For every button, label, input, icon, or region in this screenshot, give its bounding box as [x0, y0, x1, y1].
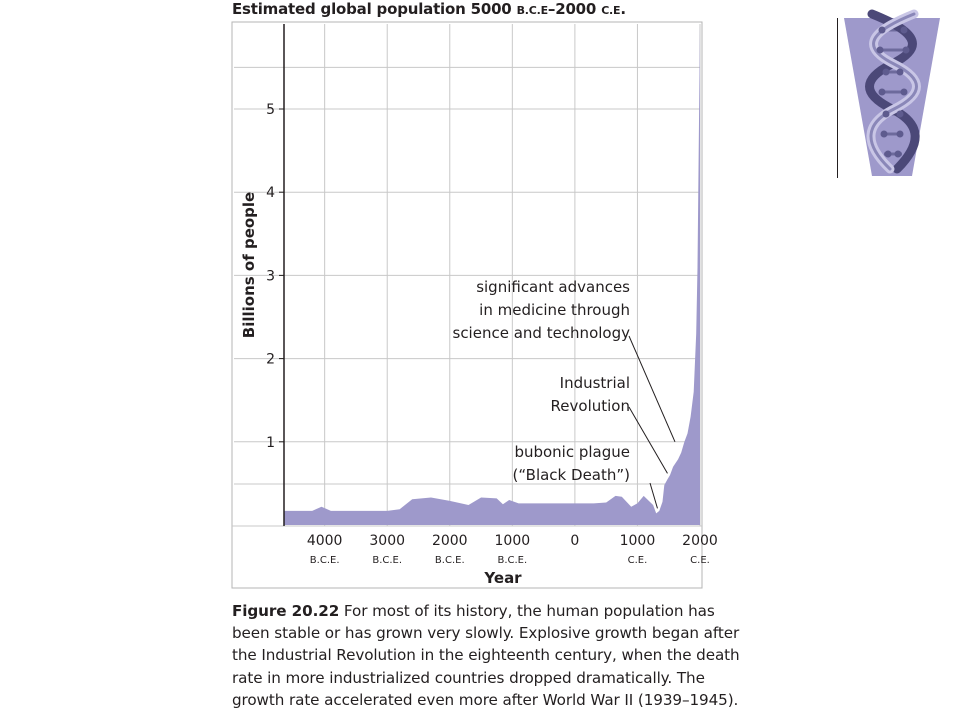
- x-tick-era-label: B.C.E.: [372, 555, 402, 566]
- x-tick-label: 1000: [620, 533, 656, 549]
- x-tick-era-label: C.E.: [690, 555, 710, 566]
- figure-caption: Figure 20.22 For most of its history, th…: [232, 600, 792, 711]
- chart-title: Estimated global population 5000 B.C.E–2…: [232, 0, 626, 18]
- x-tick-era-label: B.C.E.: [310, 555, 340, 566]
- annotation-text: (“Black Death”): [513, 466, 631, 484]
- annotation-text: in medicine through: [479, 301, 630, 319]
- annotation-leader-line: [628, 406, 668, 474]
- caption-line-3: the Industrial Revolution in the eightee…: [232, 646, 740, 665]
- x-tick-era-label: B.C.E.: [497, 555, 527, 566]
- x-axis-label: Year: [483, 569, 522, 587]
- x-tick-label: 4000: [307, 533, 343, 549]
- annotations: significant advances in medicine through s…: [453, 278, 676, 509]
- annotation-text: Industrial: [560, 374, 630, 392]
- x-tick-era-label: C.E.: [628, 555, 648, 566]
- y-axis-ticks: 1 2 3 4 5: [266, 102, 284, 451]
- annotation-leader-line: [628, 335, 676, 442]
- caption-label: Figure 20.22: [232, 602, 340, 620]
- annotation-leader-line: [649, 482, 658, 509]
- logo-divider: [837, 18, 838, 178]
- x-tick-label: 2000: [432, 533, 468, 549]
- annotation-text: science and technology: [453, 324, 631, 342]
- dna-double-helix-icon: [844, 9, 940, 176]
- annotation-text: significant advances: [476, 278, 630, 296]
- y-tick-label: 4: [266, 185, 275, 201]
- y-tick-label: 5: [266, 102, 275, 118]
- x-tick-era-label: B.C.E.: [435, 555, 465, 566]
- x-tick-label: 2000: [682, 533, 718, 549]
- grid-lines: [232, 24, 702, 527]
- x-tick-label: 0: [570, 533, 579, 549]
- caption-line-5: growth rate accelerated even more after …: [232, 690, 739, 709]
- x-tick-label: 1000: [495, 533, 531, 549]
- caption-line-2: been stable or has grown very slowly. Ex…: [232, 624, 740, 643]
- chart-frame: [231, 21, 703, 589]
- y-tick-label: 1: [266, 435, 275, 451]
- x-axis-ticks: 4000 B.C.E. 3000 B.C.E. 2000 B.C.E. 1000 B.C.E.…: [307, 533, 718, 566]
- caption-line-4: rate in more industrialized countries dr…: [232, 668, 705, 687]
- y-tick-label: 3: [266, 268, 275, 284]
- y-tick-label: 2: [266, 352, 275, 368]
- x-tick-label: 3000: [369, 533, 405, 549]
- y-axis-label: Billions of people: [240, 192, 258, 338]
- caption-line-1: Figure 20.22 For most of its history, th…: [232, 602, 715, 620]
- annotation-text: Revolution: [551, 397, 630, 415]
- annotation-text: bubonic plague: [514, 443, 630, 461]
